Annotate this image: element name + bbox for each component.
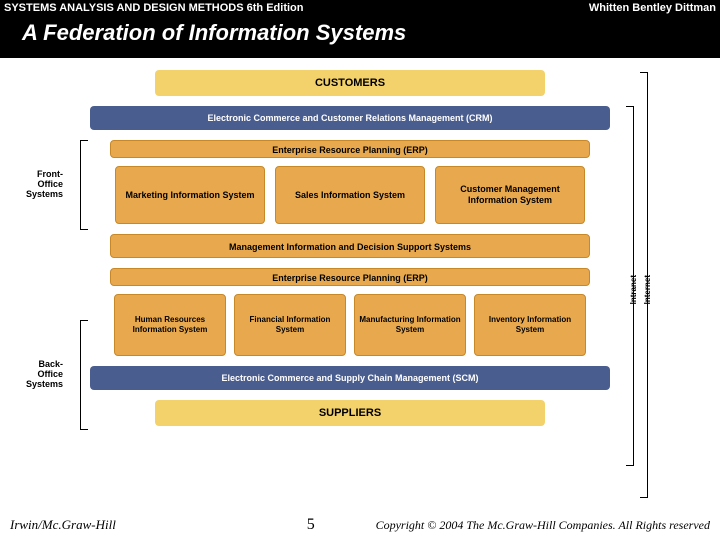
back-office-label: Back-Office Systems bbox=[15, 360, 63, 390]
scm-band: Electronic Commerce and Supply Chain Man… bbox=[90, 366, 610, 390]
marketing-box: Marketing Information System bbox=[115, 166, 265, 224]
back-office-row: Human Resources Information System Finan… bbox=[110, 294, 590, 356]
internet-label: Internet bbox=[643, 275, 652, 304]
slide-header: SYSTEMS ANALYSIS AND DESIGN METHODS 6th … bbox=[0, 0, 720, 58]
manufacturing-box: Manufacturing Information System bbox=[354, 294, 466, 356]
front-office-row: Marketing Information System Sales Infor… bbox=[110, 166, 590, 224]
copyright: Copyright © 2004 The Mc.Graw-Hill Compan… bbox=[376, 518, 710, 533]
slide-number: 5 bbox=[307, 516, 315, 534]
customer-mgmt-box: Customer Management Information System bbox=[435, 166, 585, 224]
federation-diagram: Front-Office Systems Back-Office Systems… bbox=[70, 70, 630, 510]
financial-box: Financial Information System bbox=[234, 294, 346, 356]
erp-top-band: Enterprise Resource Planning (ERP) bbox=[110, 140, 590, 158]
erp-bottom-band: Enterprise Resource Planning (ERP) bbox=[110, 268, 590, 286]
hr-box: Human Resources Information System bbox=[114, 294, 226, 356]
book-title: SYSTEMS ANALYSIS AND DESIGN METHODS 6th … bbox=[4, 2, 303, 14]
main-title: A Federation of Information Systems bbox=[0, 14, 720, 46]
front-bracket bbox=[80, 140, 88, 230]
header-top-row: SYSTEMS ANALYSIS AND DESIGN METHODS 6th … bbox=[0, 0, 720, 14]
back-bracket bbox=[80, 320, 88, 430]
mis-band: Management Information and Decision Supp… bbox=[110, 234, 590, 258]
sales-box: Sales Information System bbox=[275, 166, 425, 224]
inventory-box: Inventory Information System bbox=[474, 294, 586, 356]
front-office-label: Front-Office Systems bbox=[15, 170, 63, 200]
intranet-label: Intranet bbox=[629, 275, 638, 304]
suppliers-band: SUPPLIERS bbox=[155, 400, 545, 426]
slide-footer: Irwin/Mc.Graw-Hill 5 Copyright © 2004 Th… bbox=[0, 516, 720, 534]
publisher: Irwin/Mc.Graw-Hill bbox=[10, 517, 116, 533]
authors: Whitten Bentley Dittman bbox=[589, 2, 716, 14]
crm-band: Electronic Commerce and Customer Relatio… bbox=[90, 106, 610, 130]
customers-band: CUSTOMERS bbox=[155, 70, 545, 96]
